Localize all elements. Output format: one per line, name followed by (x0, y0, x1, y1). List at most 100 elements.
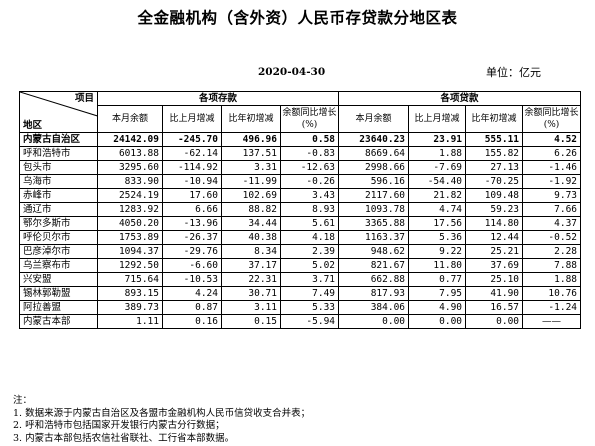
table-row: 内蒙古自治区 24142.09 -245.70 496.96 0.58 23640.23 2… (19, 132, 582, 147)
value-cell: 102.69 (221, 188, 281, 203)
value-cell: 8.34 (221, 244, 281, 259)
value-cell: 4.90 (408, 300, 467, 315)
value-cell: 0.00 (408, 314, 467, 329)
value-cell: 24142.09 (97, 132, 163, 147)
value-cell: 662.88 (338, 272, 410, 287)
page-title: 全金融机构（含外资）人民币存贷款分地区表 (137, 8, 458, 27)
value-cell: 114.80 (465, 216, 524, 231)
value-cell: 833.90 (97, 174, 163, 189)
table-row: 锡林郭勒盟 893.15 4.24 30.71 7.49 817.93 7.95 41.90 1… (19, 286, 582, 301)
table-row: 兴安盟 715.64 -10.53 22.31 3.71 662.88 0.77 25.10 1… (19, 272, 582, 287)
diagonal-divider (20, 92, 97, 117)
value-cell: 4.74 (408, 202, 467, 217)
value-cell: 3.31 (221, 160, 281, 175)
region-name: 巴彦淖尔市 (19, 244, 98, 259)
value-cell: 596.16 (338, 174, 410, 189)
value-cell: 17.56 (408, 216, 467, 231)
value-cell: 4.37 (522, 216, 582, 231)
region-name: 呼伦贝尔市 (19, 230, 98, 245)
value-cell: 25.21 (465, 244, 524, 259)
column-header: 本月余额 (338, 105, 410, 133)
value-cell: 715.64 (97, 272, 163, 287)
footnote-line: 3. 内蒙古本部包括农信社省联社、工行省本部数据。 (13, 432, 235, 444)
value-cell: 4.24 (162, 286, 222, 301)
footnote-line: 1. 数据来源于内蒙古自治区及各盟市金融机构人民币信贷收支合并表； (13, 407, 311, 419)
value-cell: 109.48 (465, 188, 524, 203)
value-cell: 1.88 (522, 272, 582, 287)
value-cell: 3.43 (279, 188, 340, 203)
value-cell: 555.11 (465, 132, 524, 147)
column-header: 比上月增减 (408, 105, 467, 133)
value-cell: -1.24 (522, 300, 582, 315)
table-row: 鄂尔多斯市 4050.20 -13.96 34.44 5.61 3365.88 17.56 1… (19, 216, 582, 231)
value-cell: 3295.60 (97, 160, 163, 175)
value-cell: 59.23 (465, 202, 524, 217)
region-name: 乌海市 (19, 174, 98, 189)
value-cell: 37.17 (221, 258, 281, 273)
value-cell: 2117.60 (338, 188, 410, 203)
value-cell: -0.26 (279, 174, 340, 189)
value-cell: 2.39 (279, 244, 340, 259)
region-name: 兴安盟 (19, 272, 98, 287)
value-cell: 6013.88 (97, 146, 163, 161)
value-cell: -114.92 (162, 160, 222, 175)
value-cell: 3365.88 (338, 216, 410, 231)
value-cell: 948.62 (338, 244, 410, 259)
value-cell: 4050.20 (97, 216, 163, 231)
value-cell: -245.70 (162, 132, 222, 147)
deposit-group-header: 各项存款 (96, 91, 340, 106)
value-cell: -13.96 (162, 216, 222, 231)
footnote-heading: 注： (13, 395, 33, 406)
footnote-line: 2. 呼和浩特市包括国家开发银行内蒙古分行数据； (13, 420, 225, 431)
table-row: 乌兰察布市 1292.50 -6.60 37.17 5.02 821.67 11.80 37.… (19, 258, 582, 273)
header-row-1: 项目 地区 各项存款 各项贷款 (19, 91, 582, 133)
value-cell: 384.06 (338, 300, 410, 315)
value-cell: 4.18 (279, 230, 340, 245)
value-cell: -70.25 (465, 174, 524, 189)
table-row: 乌海市 833.90 -10.94 -11.99 -0.26 596.16 -54.40 -7… (19, 174, 582, 189)
region-name: 通辽市 (19, 202, 98, 217)
value-cell: 25.10 (465, 272, 524, 287)
value-cell: -26.37 (162, 230, 222, 245)
value-cell: 0.58 (279, 132, 340, 147)
region-name: 阿拉善盟 (19, 300, 98, 315)
value-cell: 40.38 (221, 230, 281, 245)
value-cell: 1094.37 (97, 244, 163, 259)
value-cell: -5.94 (279, 314, 340, 329)
value-cell: 137.51 (221, 146, 281, 161)
region-name: 赤峰市 (19, 188, 98, 203)
header-row-2: 本月余额 比上月增减 比年初增减 余额同比增长(%) 本月余额 比上月增减 比年… (20, 105, 582, 133)
value-cell: 27.13 (465, 160, 524, 175)
value-cell: 1093.78 (338, 202, 410, 217)
region-name: 鄂尔多斯市 (19, 216, 98, 231)
value-cell: 1163.37 (338, 230, 410, 245)
value-cell: 0.15 (221, 314, 281, 329)
footnotes: 注： 1. 数据来源于内蒙古自治区及各盟市金融机构人民币信贷收支合并表； 2. … (13, 395, 310, 445)
value-cell: 7.66 (522, 202, 582, 217)
value-cell: 893.15 (97, 286, 163, 301)
column-header: 比年初增减 (465, 105, 524, 133)
value-cell: 7.88 (522, 258, 582, 273)
value-cell: 9.73 (522, 188, 582, 203)
value-cell: 9.22 (408, 244, 467, 259)
value-cell: -1.92 (522, 174, 582, 189)
corner-header-cell: 项目 地区 (19, 91, 98, 133)
value-cell: 3.11 (221, 300, 281, 315)
value-cell: -62.14 (162, 146, 222, 161)
value-cell: -54.40 (408, 174, 467, 189)
value-cell: 0.00 (465, 314, 524, 329)
table-row: 阿拉善盟 389.73 0.87 3.11 5.33 384.06 4.90 16.57 -1.… (19, 300, 582, 315)
value-cell: 1292.50 (97, 258, 163, 273)
value-cell: 7.95 (408, 286, 467, 301)
value-cell: 821.67 (338, 258, 410, 273)
value-cell: 41.90 (465, 286, 524, 301)
value-cell: 3.71 (279, 272, 340, 287)
column-header: 本月余额 (97, 105, 163, 133)
region-name: 乌兰察布市 (19, 258, 98, 273)
region-name: 呼和浩特市 (19, 146, 98, 161)
value-cell: -6.60 (162, 258, 222, 273)
table-row: 通辽市 1283.92 6.66 88.82 8.93 1093.78 4.74 59.23 7… (19, 202, 582, 217)
table-body: 内蒙古自治区 24142.09 -245.70 496.96 0.58 23640.23 2… (19, 132, 582, 329)
value-cell: 6.26 (522, 146, 582, 161)
item-header-label: 项目 (74, 93, 94, 104)
